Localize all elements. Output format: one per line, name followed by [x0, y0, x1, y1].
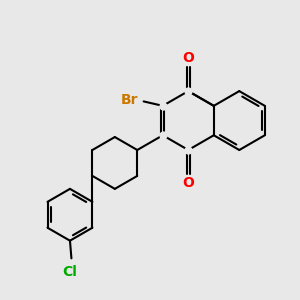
Text: O: O: [182, 176, 194, 190]
Text: O: O: [182, 51, 194, 65]
Text: Br: Br: [120, 93, 138, 107]
Text: Cl: Cl: [62, 265, 77, 279]
